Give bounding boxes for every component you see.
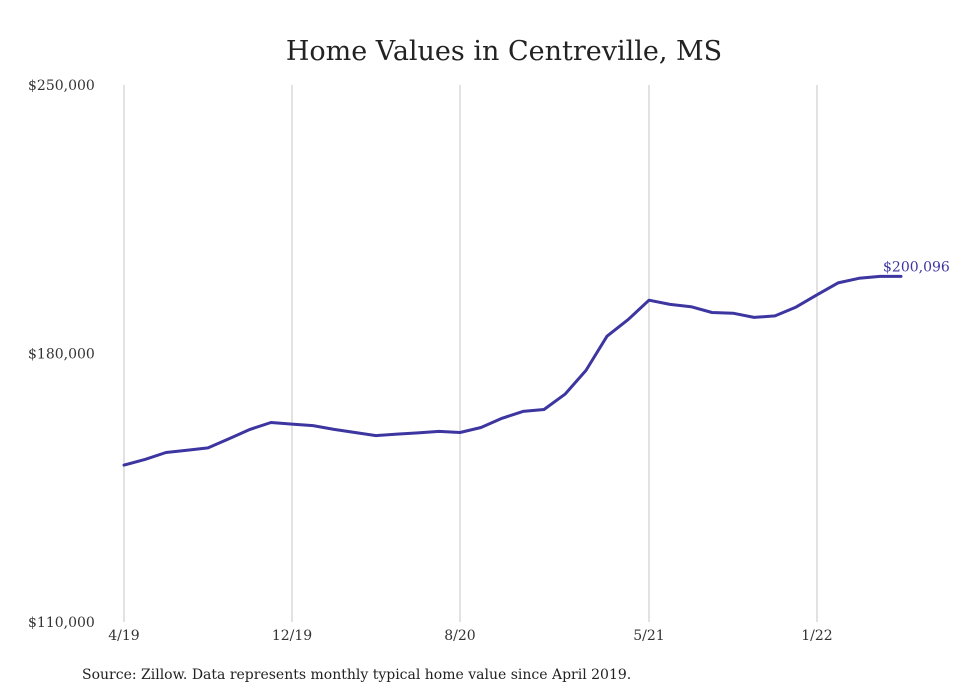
series-line: [122, 274, 903, 467]
y-axis-tick-labels: $250,000 $180,000 $110,000: [28, 78, 95, 631]
x-tick-label: 12/19: [272, 628, 312, 644]
x-tick-label: 5/21: [633, 628, 664, 644]
x-tick-label: 8/20: [444, 628, 475, 644]
y-tick-label: $110,000: [28, 615, 95, 631]
chart-title: Home Values in Centreville, MS: [286, 36, 722, 67]
y-tick-label: $250,000: [28, 78, 95, 94]
x-tick-label: 4/19: [108, 628, 139, 644]
series-layer: [122, 274, 903, 467]
source-note: Source: Zillow. Data represents monthly …: [82, 667, 632, 683]
last-value-label: $200,096: [883, 259, 950, 275]
y-tick-label: $180,000: [28, 347, 95, 363]
x-axis-tick-labels: 4/19 12/19 8/20 5/21 1/22: [108, 628, 832, 644]
vertical-gridlines: [123, 85, 818, 622]
x-tick-label: 1/22: [801, 628, 832, 644]
